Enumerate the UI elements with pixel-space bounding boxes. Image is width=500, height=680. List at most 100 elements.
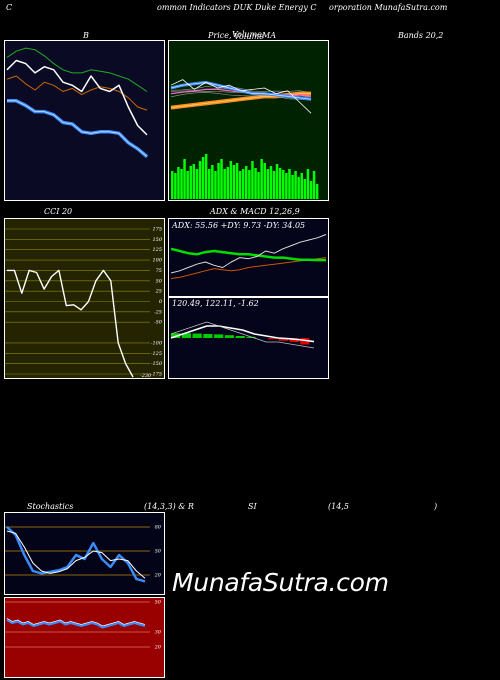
rsi-panel: 50 30 20 (4, 597, 165, 678)
volume-bar (282, 170, 285, 199)
volume-bar (309, 181, 313, 199)
adx-line (170, 234, 327, 274)
macd-histogram-bar (224, 335, 234, 338)
bb-chart (5, 41, 164, 200)
rsi-tick-label: 50 (155, 600, 162, 606)
volume-bar (266, 169, 270, 199)
volume-bar (211, 165, 214, 199)
cci-tick-label: 0 (159, 299, 163, 305)
volume-bar (315, 184, 319, 199)
macd-histogram-bar (246, 336, 256, 338)
cci-panel: 175 150 125 100 75 50 25 0 -25 -50 -100 -125 -150 -17… (4, 218, 165, 379)
volume-bar (174, 173, 177, 199)
stochastics-panel: 80 50 20 (4, 512, 165, 595)
volume-bar (238, 171, 242, 199)
volume-bar (251, 161, 254, 199)
stoch-title-e: ) (434, 502, 438, 511)
stoch-title-d: (14,5 (328, 502, 349, 511)
volume-bar (180, 169, 183, 199)
rsi-shadow-line (6, 618, 146, 627)
stoch-title-c: SI (248, 502, 257, 511)
cci-last-label: -230 (140, 373, 152, 378)
macd-histogram-bar (203, 334, 213, 338)
volume-bar (300, 173, 303, 199)
macd-line (170, 321, 315, 349)
macd-readout: 120.49, 122.11, -1.62 (172, 299, 259, 308)
cci-tick-label: 125 (152, 247, 162, 253)
macd-histogram-bar (289, 338, 299, 342)
volume-bar (223, 169, 226, 199)
cci-tick-label: 150 (152, 237, 162, 243)
macd-histogram-bar (278, 338, 288, 341)
macd-histogram-bar (171, 333, 181, 338)
bb-middle-highlight (7, 100, 148, 157)
macd-histogram-bar (181, 333, 191, 338)
volume-bar (291, 175, 294, 199)
panel-background (5, 513, 164, 594)
rsi-line (6, 619, 146, 629)
volume-bar (288, 169, 291, 199)
macd-panel: 120.49, 122.11, -1.62 (168, 297, 329, 379)
cci-tick-label: -50 (154, 320, 163, 326)
macd-histogram-bar (267, 338, 278, 340)
volume-bar (189, 166, 192, 199)
volume-bar (201, 157, 205, 199)
volume-bar (257, 172, 260, 199)
cci-tick-label: -175 (151, 372, 162, 378)
price-title-c: Volume (234, 32, 264, 41)
volume-bar (204, 154, 208, 199)
volume-bar (269, 166, 273, 199)
ma-thin-line (170, 85, 312, 93)
volume-bar (306, 169, 310, 199)
volume-bar (195, 169, 199, 199)
volume-bar (226, 167, 229, 199)
panel-background (5, 41, 164, 200)
rsi-tick-label: 30 (155, 630, 162, 636)
adx-title: ADX & MACD 12,26,9 (210, 207, 300, 216)
stoch-tick-label: 80 (155, 525, 162, 531)
volume-bar (260, 159, 263, 199)
ma-thin-line (170, 92, 312, 101)
volume-bar (278, 168, 282, 199)
volume-bar (171, 171, 174, 199)
volume-bar (294, 171, 297, 199)
volume-bar (297, 177, 300, 199)
volume-bar (275, 164, 279, 199)
volume-bar (220, 159, 223, 199)
cci-title: CCI 20 (44, 207, 73, 216)
stoch-tick-label: 20 (154, 573, 162, 579)
stochastics-chart: 80 50 20 (5, 513, 164, 594)
volume-bar (198, 161, 202, 199)
bb-panel (4, 40, 165, 201)
bb-upper-line (6, 47, 148, 92)
adx-chart (169, 219, 328, 296)
volume-bar (263, 163, 266, 199)
panel-background (169, 219, 328, 296)
adx-plus-di-line (170, 247, 326, 262)
volume-bar (192, 164, 196, 199)
cci-tick-label: 175 (152, 227, 162, 233)
cci-tick-label: 50 (156, 278, 163, 284)
volume-bar (217, 163, 220, 199)
volume-bar (177, 167, 180, 199)
volume-bar (214, 171, 217, 199)
cci-tick-label: -100 (151, 340, 163, 346)
stoch-k-line (6, 526, 146, 583)
cci-line (7, 269, 134, 378)
volume-bar (183, 159, 186, 199)
price-volume-panel (168, 40, 329, 201)
adx-readout: ADX: 55.56 +DY: 9.73 -DY: 34.05 (172, 221, 306, 230)
panel-background (5, 219, 164, 378)
stoch-title-b: (14,3,3) & R (144, 502, 194, 511)
volume-bar (285, 173, 288, 199)
volume-bar (186, 171, 189, 199)
price-title-b: Volume (232, 30, 262, 39)
volume-bar (235, 163, 239, 199)
bb-price-line (6, 59, 148, 136)
cci-tick-label: 25 (155, 289, 162, 295)
macd-histogram-bar (192, 333, 202, 338)
rsi-tick-label: 20 (154, 645, 162, 651)
bb-title: B (83, 31, 89, 40)
volume-bar (303, 179, 307, 199)
price-volume-chart (169, 41, 328, 200)
